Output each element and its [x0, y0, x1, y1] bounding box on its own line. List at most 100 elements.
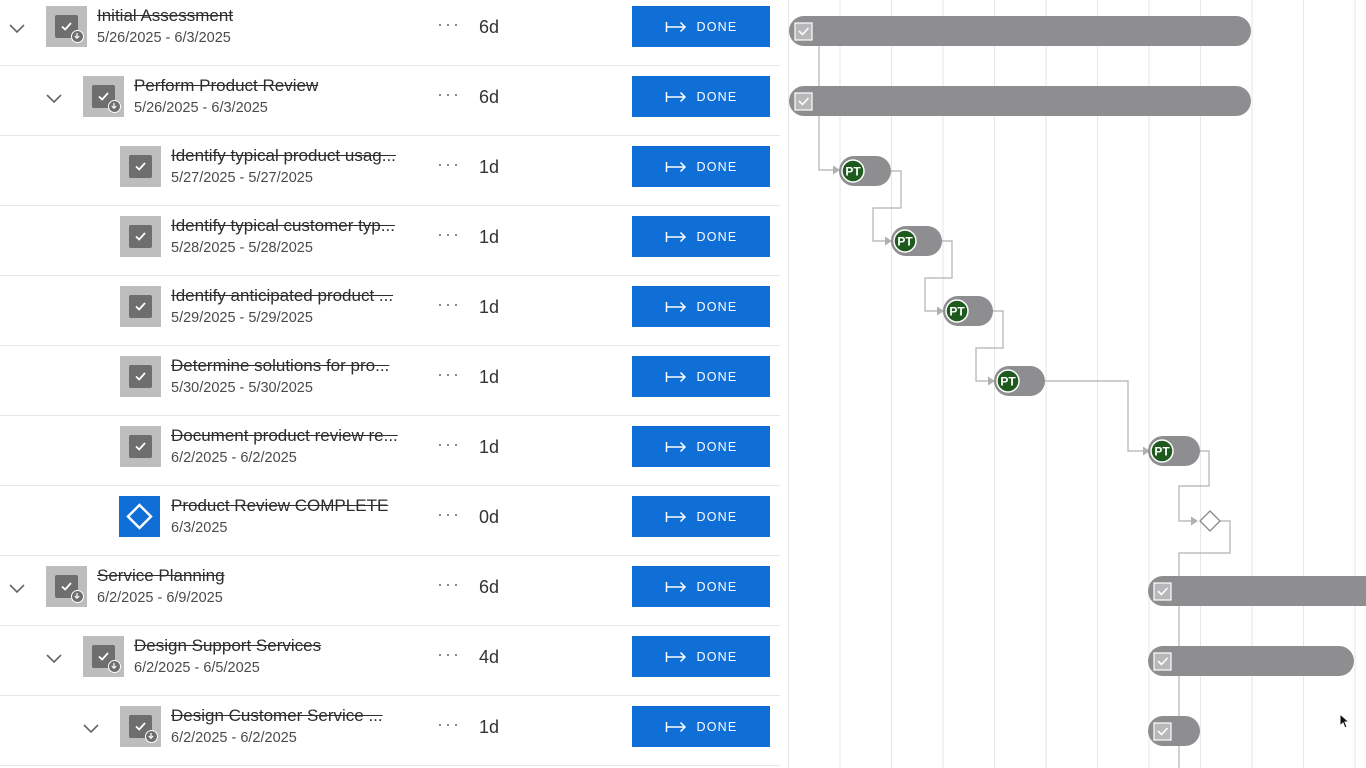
- more-options-button[interactable]: ···: [437, 504, 461, 524]
- task-name[interactable]: Product Review COMPLETE: [171, 496, 389, 515]
- chevron-down-icon[interactable]: [44, 88, 64, 108]
- pane-divider[interactable]: [780, 0, 788, 768]
- done-button[interactable]: DONE: [632, 426, 770, 467]
- done-button-label: DONE: [696, 159, 738, 174]
- more-options-button[interactable]: ···: [437, 154, 461, 174]
- dependency-connector: [1178, 520, 1231, 768]
- done-button[interactable]: DONE: [632, 146, 770, 187]
- more-options-button[interactable]: ···: [437, 294, 461, 314]
- done-button[interactable]: DONE: [632, 216, 770, 257]
- task-row[interactable]: Design Customer Service ... 6/2/2025 - 6/…: [0, 696, 780, 766]
- more-options-button[interactable]: ···: [437, 224, 461, 244]
- subtask-indicator-icon: [71, 30, 84, 43]
- gantt-bar-checkbox-icon: [794, 92, 813, 111]
- task-name[interactable]: Perform Product Review: [134, 76, 319, 95]
- checkmark-icon: [129, 365, 152, 388]
- task-row[interactable]: Identify typical customer typ... 5/28/202…: [0, 206, 780, 276]
- task-duration: 6d: [479, 577, 500, 597]
- done-button[interactable]: DONE: [632, 636, 770, 677]
- dependency-arrow-icon: [1143, 446, 1150, 456]
- task-row[interactable]: Determine solutions for pro... 5/30/2025 …: [0, 346, 780, 416]
- task-name[interactable]: Design Customer Service ...: [171, 706, 383, 725]
- task-name[interactable]: Determine solutions for pro...: [171, 356, 390, 375]
- arrow-right-icon: [665, 301, 687, 313]
- more-options-button[interactable]: ···: [437, 434, 461, 454]
- more-options-button[interactable]: ···: [437, 364, 461, 384]
- task-name[interactable]: Identify typical customer typ...: [171, 216, 395, 235]
- done-button[interactable]: DONE: [632, 706, 770, 747]
- task-icon: [120, 146, 161, 187]
- arrow-right-icon: [665, 721, 687, 733]
- checkmark-icon: [798, 27, 810, 36]
- task-row[interactable]: Design Support Services 6/2/2025 - 6/5/20…: [0, 626, 780, 696]
- subtask-indicator-icon: [108, 660, 121, 673]
- more-options-button[interactable]: ···: [437, 644, 461, 664]
- task-icon: [120, 216, 161, 257]
- dependency-arrow-icon: [1191, 516, 1198, 526]
- task-row[interactable]: Perform Product Review 5/26/2025 - 6/3/20…: [0, 66, 780, 136]
- checkmark-icon: [1157, 727, 1169, 736]
- dependency-arrow-icon: [937, 306, 944, 316]
- gantt-summary-bar: [789, 86, 1251, 116]
- done-button[interactable]: DONE: [632, 566, 770, 607]
- checkmark-icon: [129, 295, 152, 318]
- task-row[interactable]: Product Review COMPLETE 6/3/2025 ··· 0d DON…: [0, 486, 780, 556]
- task-name[interactable]: Initial Assessment: [97, 6, 234, 25]
- gantt-bar-checkbox-icon: [794, 22, 813, 41]
- task-name[interactable]: Service Planning: [97, 566, 225, 585]
- summary-task-icon: [120, 706, 161, 747]
- done-button[interactable]: DONE: [632, 6, 770, 47]
- done-button[interactable]: DONE: [632, 496, 770, 537]
- summary-task-icon: [46, 6, 87, 47]
- task-dates: 6/2/2025 - 6/9/2025: [97, 590, 223, 606]
- avatar-initials: PT: [949, 305, 965, 319]
- checkmark-icon: [798, 97, 810, 106]
- more-options-button[interactable]: ···: [437, 84, 461, 104]
- done-button-label: DONE: [696, 509, 738, 524]
- task-row[interactable]: Document product review re... 6/2/2025 - …: [0, 416, 780, 486]
- chevron-down-icon[interactable]: [44, 648, 64, 668]
- done-button-label: DONE: [696, 719, 738, 734]
- task-duration: 1d: [479, 367, 500, 387]
- avatar: [841, 159, 865, 183]
- done-button[interactable]: DONE: [632, 76, 770, 117]
- done-button[interactable]: DONE: [632, 286, 770, 327]
- task-dates: 5/30/2025 - 5/30/2025: [171, 380, 313, 396]
- more-options-button[interactable]: ···: [437, 574, 461, 594]
- chevron-down-icon[interactable]: [7, 578, 27, 598]
- task-dates: 6/3/2025: [171, 520, 228, 536]
- checkmark-icon: [129, 155, 152, 178]
- more-options-button[interactable]: ···: [437, 14, 461, 34]
- gantt-summary-bar: [1148, 576, 1366, 606]
- avatar-initials: PT: [897, 235, 913, 249]
- task-row[interactable]: Identify typical product usag... 5/27/202…: [0, 136, 780, 206]
- task-dates: 5/29/2025 - 5/29/2025: [171, 310, 313, 326]
- gantt-bar-checkbox-icon: [1153, 582, 1172, 601]
- avatar-initials: PT: [1000, 375, 1016, 389]
- task-row[interactable]: Identify anticipated product ... 5/29/202…: [0, 276, 780, 346]
- mouse-cursor-icon: [1339, 713, 1349, 729]
- task-name[interactable]: Document product review re...: [171, 426, 398, 445]
- task-dates: 6/2/2025 - 6/5/2025: [134, 660, 260, 676]
- more-options-button[interactable]: ···: [437, 714, 461, 734]
- checkmark-icon: [129, 435, 152, 458]
- task-dates: 5/26/2025 - 6/3/2025: [97, 30, 231, 46]
- task-row[interactable]: Service Planning 6/2/2025 - 6/9/2025 ··· 6d…: [0, 556, 780, 626]
- chevron-down-icon[interactable]: [81, 718, 101, 738]
- task-name[interactable]: Identify typical product usag...: [171, 146, 396, 165]
- task-name[interactable]: Design Support Services: [134, 636, 322, 655]
- gantt-bar-checkbox-icon: [1153, 722, 1172, 741]
- task-dates: 5/26/2025 - 6/3/2025: [134, 100, 268, 116]
- done-button-label: DONE: [696, 439, 738, 454]
- gantt-chart: PT PT PT PT PT: [788, 0, 1366, 768]
- task-grid: Initial Assessment 5/26/2025 - 6/3/2025 ··…: [0, 0, 780, 766]
- task-dates: 6/2/2025 - 6/2/2025: [171, 450, 297, 466]
- task-name[interactable]: Identify anticipated product ...: [171, 286, 394, 305]
- gantt-bar-checkbox-icon: [1153, 652, 1172, 671]
- done-button[interactable]: DONE: [632, 356, 770, 397]
- milestone-icon: [119, 496, 160, 537]
- chevron-down-icon[interactable]: [7, 18, 27, 38]
- avatar: [893, 229, 917, 253]
- task-row[interactable]: Initial Assessment 5/26/2025 - 6/3/2025 ··…: [0, 0, 780, 66]
- arrow-right-icon: [665, 511, 687, 523]
